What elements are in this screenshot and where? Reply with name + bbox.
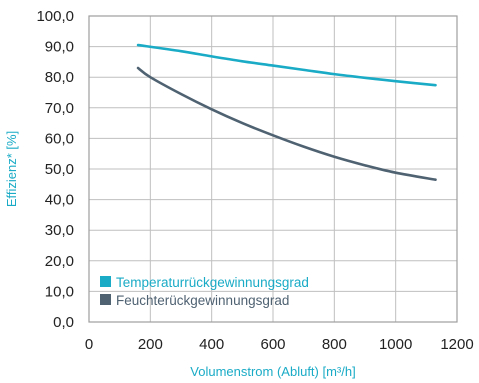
y-tick-label: 90,0 bbox=[45, 39, 74, 56]
x-axis-title: Volumenstrom (Abluft) [m³/h] bbox=[190, 364, 355, 379]
y-tick-label: 100,0 bbox=[36, 8, 74, 25]
legend-swatch-humidity bbox=[100, 294, 111, 305]
y-axis-tick-labels: 0,0 10,0 20,0 30,0 40,0 50,0 60,0 70,0 80,0 90,0 1… bbox=[36, 8, 74, 331]
x-tick-label: 1000 bbox=[379, 336, 412, 353]
x-axis-tick-labels: 0 200 400 600 800 1000 1200 bbox=[85, 336, 474, 353]
y-tick-label: 10,0 bbox=[45, 283, 74, 300]
y-tick-label: 80,0 bbox=[45, 69, 74, 86]
x-tick-label: 600 bbox=[260, 336, 285, 353]
series-line-temperature bbox=[136, 43, 437, 87]
series-line-humidity bbox=[136, 66, 437, 182]
legend-item-temperature: Temperaturrückgewinnungsgrad bbox=[100, 275, 309, 290]
y-tick-label: 60,0 bbox=[45, 130, 74, 147]
y-tick-label: 20,0 bbox=[45, 253, 74, 270]
x-tick-label: 400 bbox=[199, 336, 224, 353]
legend-item-humidity: Feuchterückgewinnungsgrad bbox=[100, 293, 289, 308]
x-tick-label: 800 bbox=[322, 336, 347, 353]
y-tick-label: 50,0 bbox=[45, 161, 74, 178]
y-tick-label: 30,0 bbox=[45, 222, 74, 239]
legend-swatch-temperature bbox=[100, 276, 111, 287]
y-axis-title: Effizienz* [%] bbox=[4, 131, 19, 207]
plot-frame bbox=[88, 15, 458, 323]
x-tick-label: 1200 bbox=[440, 336, 473, 353]
legend-label-humidity: Feuchterückgewinnungsgrad bbox=[116, 293, 289, 308]
x-tick-label: 0 bbox=[85, 336, 93, 353]
legend-label-temperature: Temperaturrückgewinnungsgrad bbox=[116, 275, 309, 290]
series-lines bbox=[136, 43, 437, 182]
x-tick-label: 200 bbox=[138, 336, 163, 353]
y-tick-label: 0,0 bbox=[53, 314, 74, 331]
legend: Temperaturrückgewinnungsgrad Feuchterück… bbox=[100, 275, 309, 308]
y-tick-label: 70,0 bbox=[45, 100, 74, 117]
y-tick-label: 40,0 bbox=[45, 192, 74, 209]
